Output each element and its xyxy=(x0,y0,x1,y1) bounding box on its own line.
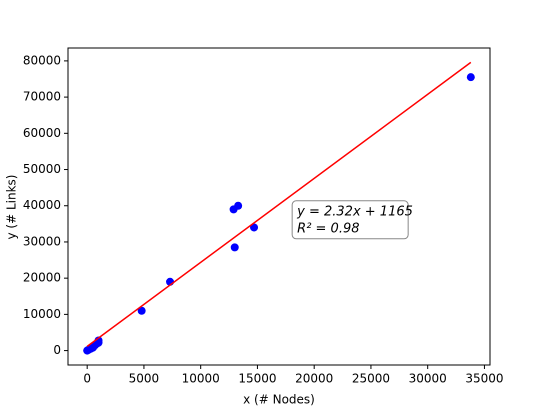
x-tick-label: 5000 xyxy=(129,372,160,386)
annotation-box xyxy=(291,200,409,240)
x-axis-label: x (# Nodes) xyxy=(243,393,315,407)
point xyxy=(234,201,243,210)
y-tick-label: 40000 xyxy=(23,198,61,212)
y-tick-label: 80000 xyxy=(23,53,61,67)
y-tick-label: 50000 xyxy=(23,162,61,176)
y-tick-label: 0 xyxy=(53,343,61,357)
x-tick-label: 15000 xyxy=(238,372,276,386)
point xyxy=(466,73,475,82)
x-tick-label: 0 xyxy=(83,372,91,386)
x-tick-label: 20000 xyxy=(295,372,333,386)
annotation-text: y = 2.32x + 1165 xyxy=(296,204,413,219)
annotation-text: R² = 0.98 xyxy=(297,221,359,236)
point xyxy=(137,306,146,315)
fit-line xyxy=(86,61,472,347)
x-tick-label: 30000 xyxy=(409,372,447,386)
y-tick-label: 30000 xyxy=(23,234,61,248)
plot-area xyxy=(67,47,491,366)
x-tick-label: 25000 xyxy=(352,372,390,386)
y-tick-label: 70000 xyxy=(23,90,61,104)
y-tick-label: 20000 xyxy=(23,271,61,285)
point xyxy=(250,223,259,232)
y-tick-label: 10000 xyxy=(23,307,61,321)
y-tick-label: 60000 xyxy=(23,126,61,140)
point xyxy=(94,338,103,347)
x-tick-label: 10000 xyxy=(182,372,220,386)
x-tick-label: 35000 xyxy=(465,372,503,386)
y-axis-label: y (# Links) xyxy=(5,175,19,240)
point xyxy=(230,243,239,252)
